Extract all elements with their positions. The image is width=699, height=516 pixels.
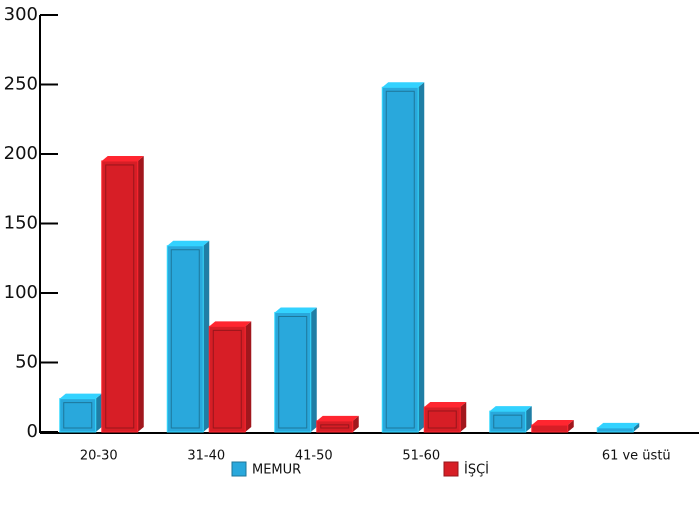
bar-front xyxy=(596,427,634,433)
y-tick-label: 200 xyxy=(4,143,38,164)
bar xyxy=(59,393,102,433)
bar xyxy=(274,307,317,433)
bar-top xyxy=(424,401,467,407)
bar-inner xyxy=(212,329,242,429)
bar-top xyxy=(167,240,210,246)
bar-top xyxy=(531,420,574,426)
bar xyxy=(423,401,467,433)
bar-top xyxy=(597,422,640,428)
bar-side xyxy=(418,82,425,432)
bar-front xyxy=(166,245,204,433)
y-tick-label: 100 xyxy=(4,282,38,303)
bar-inner xyxy=(63,402,93,429)
y-tick-label: 150 xyxy=(4,213,38,234)
bar-front xyxy=(59,398,97,433)
bar xyxy=(381,82,425,433)
bar-side xyxy=(245,321,252,432)
bar-top xyxy=(59,393,102,399)
bar-side xyxy=(633,422,640,432)
x-tick-label: 31-40 xyxy=(187,449,225,464)
bar-front xyxy=(208,325,246,433)
legend-swatch xyxy=(231,461,247,477)
bar-inner xyxy=(493,414,523,429)
bar-side xyxy=(352,415,359,432)
bar xyxy=(208,321,252,433)
bar-side xyxy=(460,401,467,432)
bar-top xyxy=(101,155,144,161)
bar-inner xyxy=(385,90,415,429)
bar-inner xyxy=(427,410,457,429)
x-tick-label: 61 ve üstü xyxy=(602,449,671,464)
bar-side xyxy=(525,406,532,432)
bar xyxy=(316,415,359,433)
bar xyxy=(166,240,210,433)
bar-front xyxy=(101,160,139,433)
x-tick-label: 51-60 xyxy=(402,449,440,464)
bar-top xyxy=(382,82,425,88)
bar xyxy=(101,155,144,433)
bar-side xyxy=(137,155,144,432)
bar-inner xyxy=(278,315,308,429)
bar xyxy=(489,406,532,433)
y-tick-label: 0 xyxy=(27,421,38,442)
bar-top xyxy=(489,406,532,412)
bar-inner xyxy=(105,164,135,429)
y-tick-label: 250 xyxy=(4,74,38,95)
bar-front xyxy=(489,410,527,433)
y-tick-label: 300 xyxy=(4,4,38,25)
legend-label: MEMUR xyxy=(252,463,301,478)
bar xyxy=(531,420,574,433)
legend-swatch xyxy=(443,461,459,477)
bar-inner xyxy=(320,424,350,429)
bar-top xyxy=(274,307,317,313)
bar-side xyxy=(567,420,574,432)
bar-front xyxy=(316,420,354,433)
x-tick-label: 41-50 xyxy=(295,449,333,464)
bar-side xyxy=(203,240,210,432)
y-tick-label: 50 xyxy=(15,352,38,373)
bar-side xyxy=(310,307,317,432)
x-tick-label: 20-30 xyxy=(80,449,118,464)
bar-top xyxy=(209,321,252,327)
legend-label: İŞÇİ xyxy=(464,462,489,478)
bar-top xyxy=(316,415,359,421)
bar xyxy=(596,422,640,433)
bar-front xyxy=(274,311,312,433)
bar-inner xyxy=(170,249,200,429)
bar-front xyxy=(381,86,419,433)
bar-side xyxy=(95,393,102,432)
bar-front xyxy=(531,424,569,433)
